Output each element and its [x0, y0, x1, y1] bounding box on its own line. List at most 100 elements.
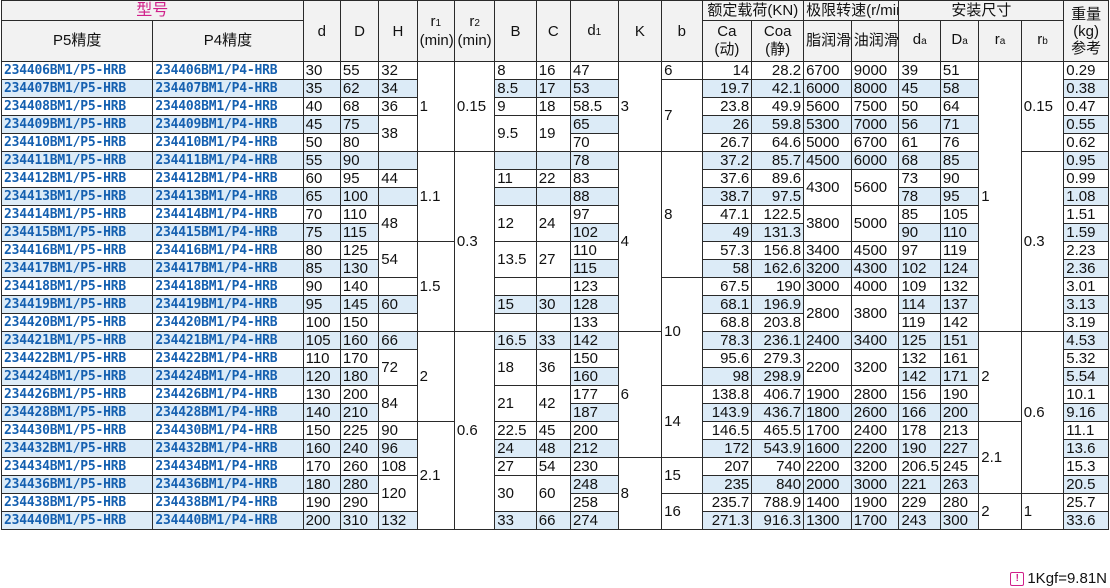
model-p4: 234416BM1/P4-HRB: [152, 241, 304, 260]
header-speed: 极限转速(r/min): [803, 0, 900, 21]
cell-d1: 150: [569, 349, 619, 368]
cell-Da: 95: [939, 187, 980, 206]
cell-ca: 235: [701, 475, 753, 494]
header-r2: r2 (min): [453, 0, 496, 62]
cell-B: [494, 151, 537, 170]
cell-Da: 137: [939, 295, 980, 314]
header-grease: 脂润滑: [803, 20, 852, 62]
cell-Da: 58: [939, 79, 980, 98]
model-p5: 234412BM1/P5-HRB: [0, 169, 154, 188]
cell-Da: 171: [939, 367, 980, 386]
model-p4: 234422BM1/P4-HRB: [152, 349, 304, 368]
cell-H: 36: [378, 97, 418, 116]
header-rb: rb: [1020, 20, 1065, 62]
cell-C: 27: [535, 241, 571, 278]
cell-d1: 123: [569, 277, 619, 296]
header-ca: Ca (动): [701, 20, 753, 62]
cell-Da: 110: [939, 223, 980, 242]
cell-ra: 2: [978, 493, 1022, 530]
cell-grease: 3000: [803, 277, 852, 296]
cell-d1: 78: [569, 151, 619, 170]
cell-da: 73: [898, 169, 941, 188]
cell-D: 80: [339, 133, 380, 152]
model-p4: 234440BM1/P4-HRB: [152, 511, 304, 530]
cell-H: [378, 151, 418, 170]
table-header: 型号 d D H r1 (min) r2 (min) B C d1 K b 额定载荷…: [0, 0, 1109, 62]
cell-C: 66: [535, 511, 571, 530]
header-K: K: [617, 0, 663, 62]
cell-H: 48: [378, 205, 418, 242]
model-p5: 234406BM1/P5-HRB: [0, 61, 154, 80]
cell-d: 65: [302, 187, 341, 206]
model-p5: 234411BM1/P5-HRB: [0, 151, 154, 170]
cell-D: 225: [339, 421, 380, 440]
header-ra: ra: [978, 20, 1022, 62]
cell-oil: 4300: [850, 259, 900, 278]
cell-oil: 1900: [850, 493, 900, 512]
cell-d: 120: [302, 367, 341, 386]
cell-da: 56: [898, 115, 941, 134]
cell-d: 75: [302, 223, 341, 242]
table-row: 234416BM1/P5-HRB 234416BM1/P4-HRB 80 125 54 1…: [0, 241, 1109, 332]
cell-B: 8.5: [494, 79, 537, 98]
model-p5: 234436BM1/P5-HRB: [0, 475, 154, 494]
cell-ca: 68.8: [701, 313, 753, 332]
table-row: 234422BM1/P5-HRB 234422BM1/P4-HRB 110 170 72…: [0, 349, 1109, 386]
cell-D: 95: [339, 169, 380, 188]
cell-B: 8: [494, 61, 537, 80]
cell-D: 125: [339, 241, 380, 260]
model-p4: 234418BM1/P4-HRB: [152, 277, 304, 296]
cell-Da: 71: [939, 115, 980, 134]
header-H: H: [378, 0, 418, 62]
cell-oil: 3000: [850, 475, 900, 494]
cell-coa: 122.5: [751, 205, 805, 224]
cell-oil: 2800: [850, 385, 900, 404]
model-p5: 234428BM1/P5-HRB: [0, 403, 154, 422]
bearing-spec-table: 型号 d D H r1 (min) r2 (min) B C d1 K b 额定载荷…: [0, 0, 1109, 530]
cell-w: 0.29: [1063, 61, 1109, 80]
cell-oil: 6700: [850, 133, 900, 152]
cell-coa: 162.6: [751, 259, 805, 278]
cell-ca: 19.7: [701, 79, 753, 98]
cell-w: 5.54: [1063, 367, 1109, 386]
cell-oil: 2200: [850, 439, 900, 458]
model-p4: 234426BM1/P4-HRB: [152, 385, 304, 404]
cell-coa: 59.8: [751, 115, 805, 134]
model-p4: 234408BM1/P4-HRB: [152, 97, 304, 116]
header-load: 额定载荷(KN): [701, 0, 805, 21]
table-row: 234428BM1/P5-HRB 234428BM1/P4-HRB 140 210 18…: [0, 403, 1109, 422]
cell-ca: 98: [701, 367, 753, 386]
cell-da: 78: [898, 187, 941, 206]
cell-B: 13.5: [494, 241, 537, 278]
model-p5: 234417BM1/P5-HRB: [0, 259, 154, 278]
cell-H: 96: [378, 439, 418, 458]
cell-w: 3.13: [1063, 295, 1109, 314]
cell-ca: 78.3: [701, 331, 753, 350]
cell-b: 14: [661, 385, 703, 458]
cell-coa: 156.8: [751, 241, 805, 260]
model-p4: 234406BM1/P4-HRB: [152, 61, 304, 80]
cell-D: 75: [339, 115, 380, 134]
cell-d: 30: [302, 61, 341, 80]
model-p4: 234419BM1/P4-HRB: [152, 295, 304, 314]
model-p4: 234432BM1/P4-HRB: [152, 439, 304, 458]
header-p5: P5精度: [0, 20, 154, 62]
cell-Da: 200: [939, 403, 980, 422]
model-p4: 234434BM1/P4-HRB: [152, 457, 304, 476]
cell-Da: 300: [939, 511, 980, 530]
cell-H: 66: [378, 331, 418, 350]
cell-C: 19: [535, 115, 571, 152]
cell-B: [494, 313, 537, 332]
cell-grease: 6000: [803, 79, 852, 98]
model-p4: 234411BM1/P4-HRB: [152, 151, 304, 170]
table-row: 234407BM1/P5-HRB 234407BM1/P4-HRB 35 62 34 8.…: [0, 79, 1109, 152]
cell-ca: 26.7: [701, 133, 753, 152]
cell-d1: 187: [569, 403, 619, 422]
model-p5: 234420BM1/P5-HRB: [0, 313, 154, 332]
cell-d1: 47: [569, 61, 619, 80]
cell-d1: 200: [569, 421, 619, 440]
footnote: ! 1Kgf=9.81N: [1010, 570, 1107, 587]
model-p5: 234430BM1/P5-HRB: [0, 421, 154, 440]
cell-C: 30: [535, 295, 571, 314]
cell-d: 55: [302, 151, 341, 170]
